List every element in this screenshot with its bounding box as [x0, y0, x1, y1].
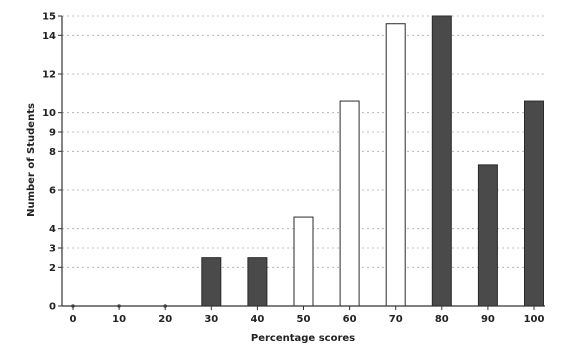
bar: [477, 164, 498, 307]
x-axis-title: Percentage scores: [251, 333, 355, 344]
y-tick-label: 4: [49, 224, 56, 235]
bar: [524, 100, 544, 307]
y-tick-label: 3: [49, 244, 56, 255]
x-tick-label: 60: [343, 314, 357, 325]
bar: [385, 23, 406, 307]
x-tick-label: 70: [389, 314, 403, 325]
x-tick-label: 30: [204, 314, 218, 325]
bar: [431, 15, 452, 307]
bar-layer: [71, 15, 544, 308]
y-tick-label: 12: [42, 70, 56, 81]
x-tick-label: 90: [481, 314, 495, 325]
y-tick-label: 6: [49, 186, 56, 197]
axis-layer: [58, 15, 545, 310]
bar: [339, 100, 360, 307]
bar: [247, 257, 268, 307]
y-tick-label: 15: [42, 12, 56, 23]
y-tick-label: 14: [42, 31, 56, 42]
x-tick-label: 0: [70, 314, 77, 325]
y-tick-label: 0: [49, 302, 56, 313]
y-tick-label: 9: [49, 128, 56, 139]
y-tick-label: 10: [42, 108, 56, 119]
y-axis-title: Number of Students: [26, 103, 37, 217]
y-tick-label: 8: [49, 147, 56, 158]
x-tick-label: 40: [250, 314, 264, 325]
x-tick-label: 50: [297, 314, 311, 325]
label-layer: 0 2 3 4 6 8 9 10 12 14 15 0 10 20 30 40 50 60 70 80 90 100: [42, 12, 544, 326]
y-tick-label: 2: [49, 263, 56, 274]
x-tick-label: 80: [435, 314, 449, 325]
bar: [201, 257, 222, 307]
x-tick-label: 100: [524, 314, 545, 325]
x-tick-label: 10: [112, 314, 126, 325]
bar: [293, 216, 314, 307]
x-tick-label: 20: [158, 314, 172, 325]
